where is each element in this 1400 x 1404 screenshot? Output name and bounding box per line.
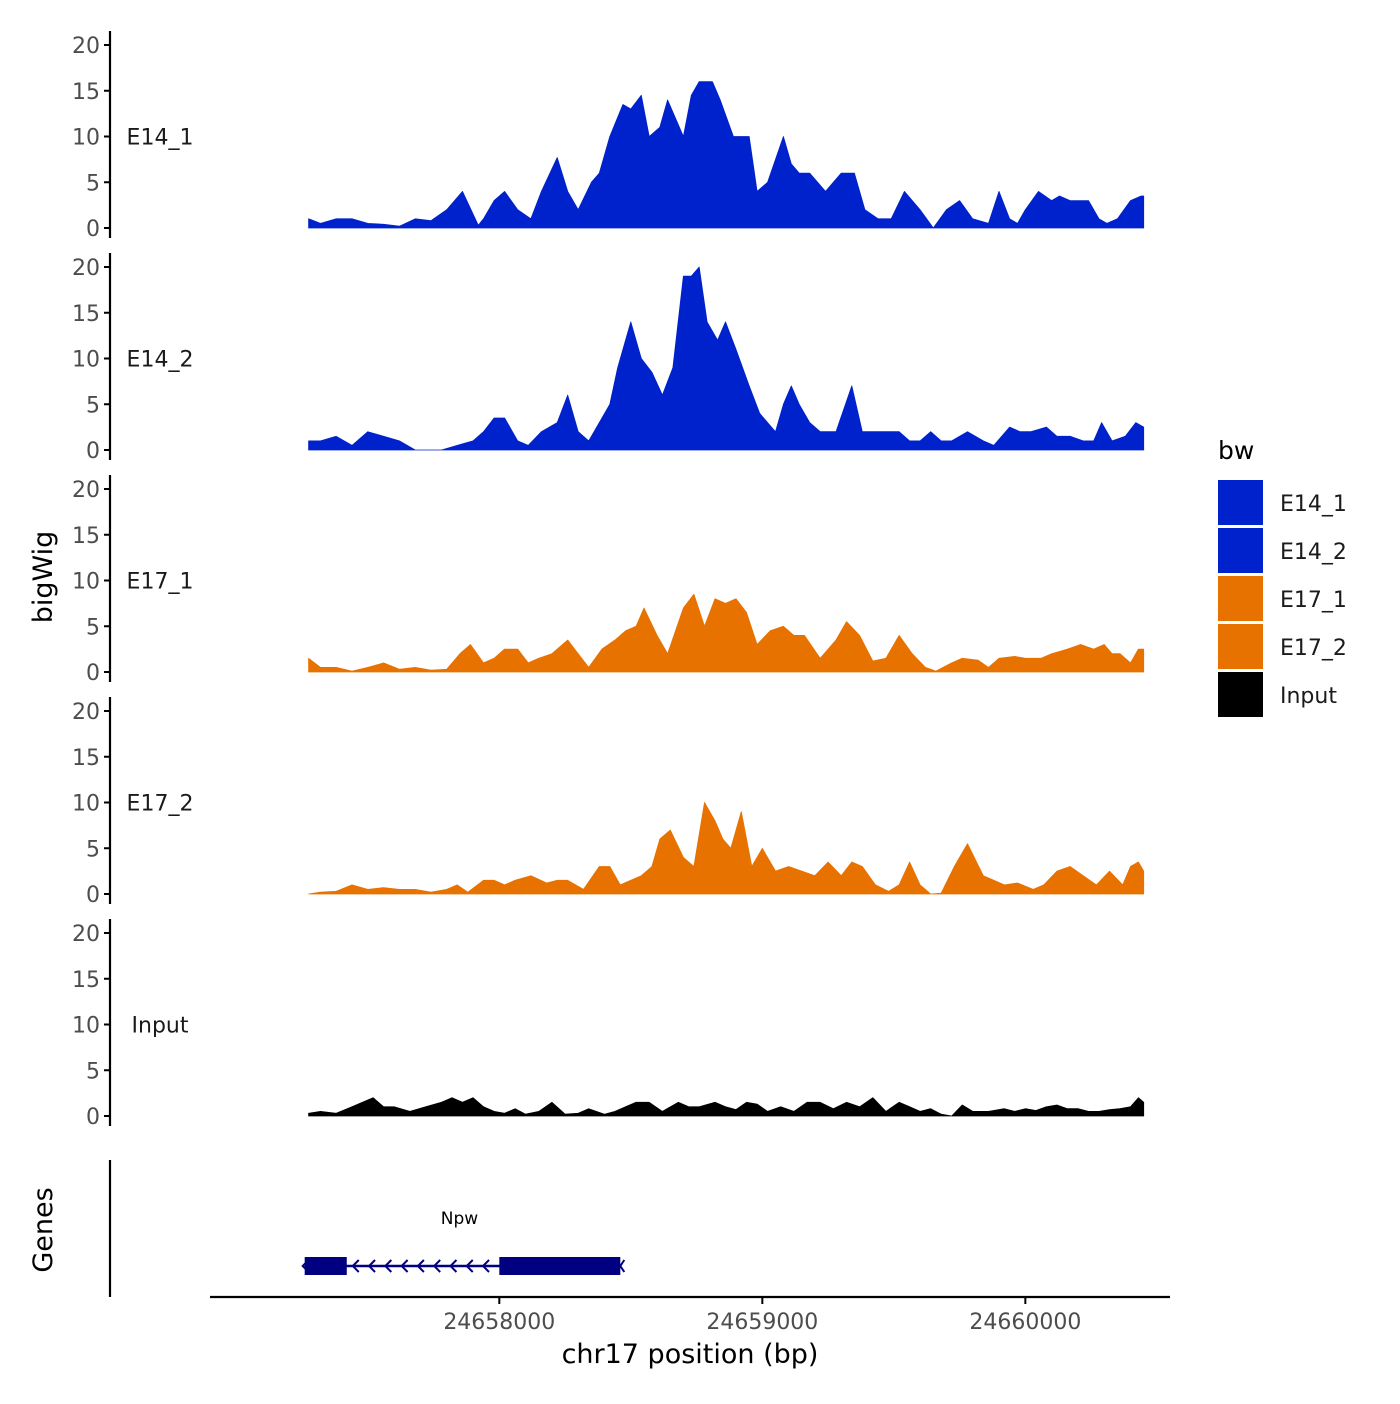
strand-arrow bbox=[383, 1259, 393, 1273]
track-label-E14_1: E14_1 bbox=[127, 126, 194, 151]
track-label-E17_2: E17_2 bbox=[127, 792, 194, 817]
area-E14_2 bbox=[308, 266, 1145, 451]
x-tick-label-24659000: 24659000 bbox=[706, 1310, 818, 1335]
gene-start-cap bbox=[301, 1259, 310, 1273]
track-label-E14_2: E14_2 bbox=[127, 348, 194, 373]
y-tick-label-E17_1-0: 0 bbox=[86, 661, 100, 686]
track-E14_1: 0 5 10 15 20 E14_1 bbox=[72, 31, 1145, 242]
legend-title: bw bbox=[1218, 436, 1254, 465]
y-tick-label-Input-20: 20 bbox=[72, 922, 100, 947]
track-E17_1: 0 5 10 15 20 E17_1 bbox=[72, 475, 1145, 686]
strand-arrow bbox=[449, 1259, 458, 1273]
area-E17_1 bbox=[308, 593, 1145, 673]
area-Input bbox=[308, 1097, 1145, 1117]
strand-arrow bbox=[465, 1259, 474, 1273]
y-tick-label-E14_2-5: 5 bbox=[86, 393, 100, 418]
y-tick-label-E14_1-10: 10 bbox=[72, 126, 100, 151]
strand-arrow bbox=[351, 1259, 360, 1273]
gene-end-cap bbox=[615, 1259, 626, 1273]
gene-exon-2 bbox=[499, 1257, 621, 1275]
legend-swatch-E14_2 bbox=[1218, 528, 1263, 573]
tracks-group: 05101520E14_105101520E14_205101520E17_10… bbox=[72, 31, 1145, 1130]
y-tick-label-Input-10: 10 bbox=[72, 1014, 100, 1039]
y-tick-label-E14_2-10: 10 bbox=[72, 348, 100, 373]
legend-swatch-E14_1 bbox=[1218, 480, 1263, 525]
genes-panel: Npw bbox=[108, 1160, 626, 1297]
strand-arrow bbox=[416, 1259, 425, 1273]
gene-label: Npw bbox=[441, 1209, 479, 1229]
y-tick-label-Input-5: 5 bbox=[86, 1059, 100, 1084]
y-tick-label-E14_2-15: 15 bbox=[72, 302, 100, 327]
legend-swatch-Input bbox=[1218, 672, 1263, 717]
area-E14_1 bbox=[308, 81, 1145, 229]
legend-label-E17_1: E17_1 bbox=[1280, 588, 1347, 613]
track-label-Input: Input bbox=[132, 1014, 189, 1039]
y-tick-label-E17_2-0: 0 bbox=[86, 883, 100, 908]
legend-swatch-E17_2 bbox=[1218, 624, 1263, 669]
legend-label-E14_2: E14_2 bbox=[1280, 540, 1347, 565]
y-tick-label-Input-0: 0 bbox=[86, 1105, 100, 1130]
legend: bw E14_1 E14_2 E17_1 E17_2 Input bbox=[1218, 436, 1347, 717]
legend-label-E17_2: E17_2 bbox=[1280, 636, 1347, 661]
track-label-E17_1: E17_1 bbox=[127, 570, 194, 595]
y-tick-label-E14_1-0: 0 bbox=[86, 217, 100, 242]
x-tick-label-24658000: 24658000 bbox=[443, 1310, 555, 1335]
y-tick-label-E17_1-5: 5 bbox=[86, 615, 100, 640]
y-axis-title: bigWig bbox=[28, 531, 59, 624]
legend-label-Input: Input bbox=[1280, 684, 1337, 709]
y-tick-label-E17_2-20: 20 bbox=[72, 700, 100, 725]
x-axis: 24658000 24659000 24660000 bbox=[210, 1295, 1170, 1335]
strand-arrow bbox=[367, 1259, 376, 1273]
area-E17_2 bbox=[308, 802, 1145, 895]
y-tick-label-E17_1-15: 15 bbox=[72, 524, 100, 549]
genes-axis-title: Genes bbox=[28, 1187, 59, 1272]
legend-swatch-E17_1 bbox=[1218, 576, 1263, 621]
y-tick-label-E17_1-10: 10 bbox=[72, 570, 100, 595]
track-E17_2: 0 5 10 15 20 E17_2 bbox=[72, 697, 1145, 908]
track-Input: 0 5 10 15 20 Input bbox=[72, 919, 1145, 1130]
x-axis-title: chr17 position (bp) bbox=[562, 1339, 819, 1370]
legend-label-E14_1: E14_1 bbox=[1280, 492, 1347, 517]
strand-arrow bbox=[400, 1259, 409, 1273]
y-tick-label-E14_2-0: 0 bbox=[86, 439, 100, 464]
x-tick-label-24660000: 24660000 bbox=[969, 1310, 1081, 1335]
y-tick-label-E17_2-10: 10 bbox=[72, 792, 100, 817]
strand-arrow bbox=[432, 1259, 441, 1273]
track-E14_2: 0 5 10 15 20 E14_2 bbox=[72, 253, 1145, 464]
strand-arrow bbox=[481, 1259, 490, 1273]
y-tick-label-E14_2-20: 20 bbox=[72, 256, 100, 281]
y-tick-label-E14_1-20: 20 bbox=[72, 34, 100, 59]
y-tick-label-E17_1-20: 20 bbox=[72, 478, 100, 503]
gene-exon-1 bbox=[304, 1257, 347, 1275]
y-tick-label-E17_2-5: 5 bbox=[86, 837, 100, 862]
y-tick-label-E17_2-15: 15 bbox=[72, 746, 100, 771]
y-tick-label-E14_1-15: 15 bbox=[72, 80, 100, 105]
y-tick-label-Input-15: 15 bbox=[72, 968, 100, 993]
y-tick-label-E14_1-5: 5 bbox=[86, 171, 100, 196]
